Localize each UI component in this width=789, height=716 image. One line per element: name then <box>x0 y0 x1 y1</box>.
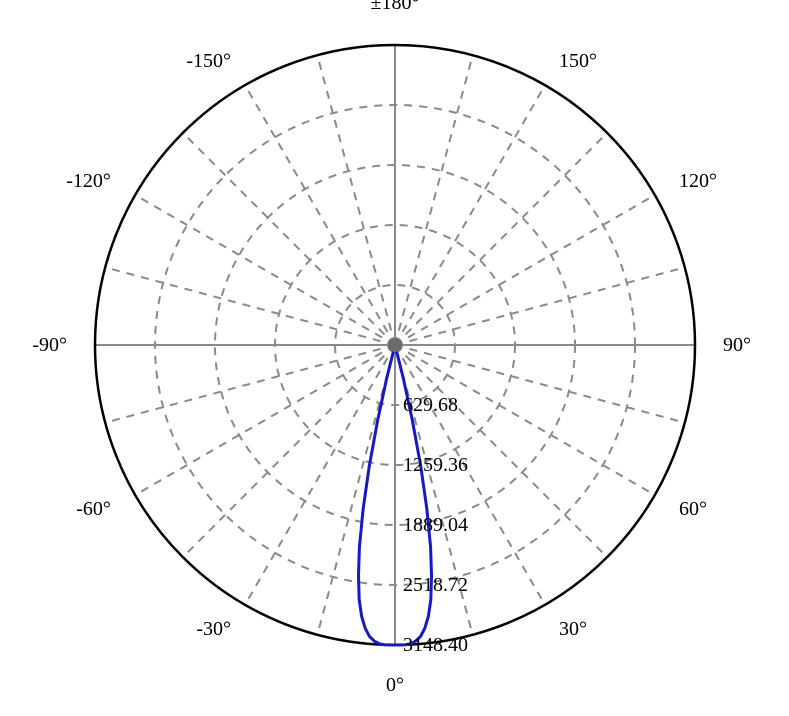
angle-label: -150° <box>186 50 231 72</box>
radial-label: 1259.36 <box>403 454 468 476</box>
angle-label: -60° <box>76 498 111 520</box>
radial-label: 629.68 <box>403 394 458 416</box>
angle-label: -120° <box>66 170 111 192</box>
radial-label: 3148.40 <box>403 634 468 656</box>
radial-label: 1889.04 <box>403 514 468 536</box>
polar-chart: ±180° -150° -120° -90° -60° -30° 0° 30° 60° 90° 12… <box>0 0 789 716</box>
angle-label: 30° <box>559 618 587 640</box>
angle-label: -30° <box>196 618 231 640</box>
center-dot <box>388 338 402 352</box>
angle-label: 0° <box>386 674 404 696</box>
angle-label: 90° <box>723 334 751 356</box>
angle-label: 150° <box>559 50 597 72</box>
angle-label: -90° <box>32 334 67 356</box>
angle-label: 60° <box>679 498 707 520</box>
angle-label: ±180° <box>371 0 420 14</box>
radial-label: 2518.72 <box>403 574 468 596</box>
angle-label: 120° <box>679 170 717 192</box>
